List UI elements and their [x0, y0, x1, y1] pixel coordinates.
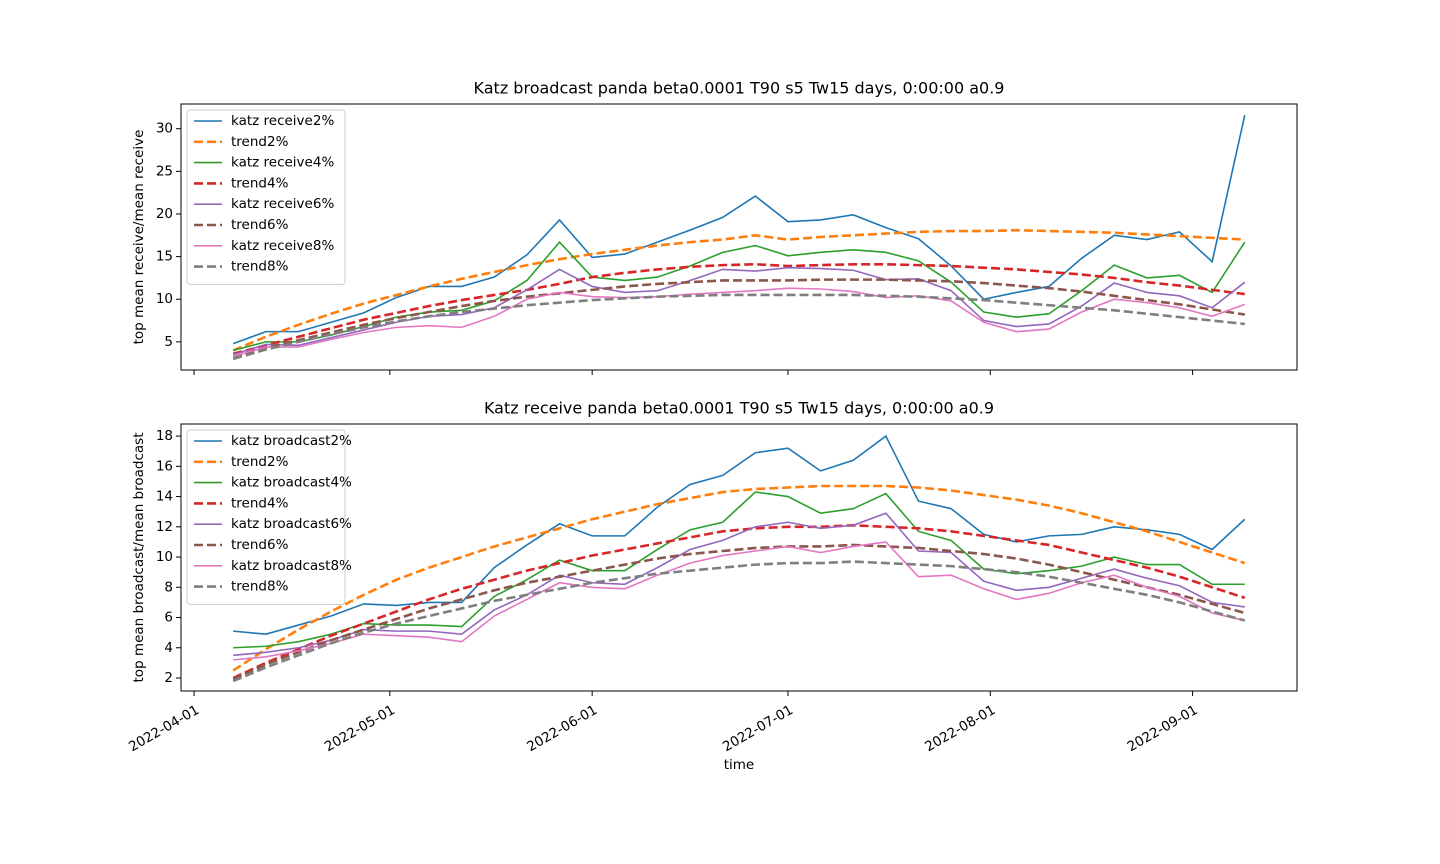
legend-box	[186, 429, 346, 605]
legend-box	[186, 109, 346, 285]
y-tick-label: 15	[156, 249, 173, 265]
y-tick-label: 10	[156, 291, 173, 307]
x-tick-label: 2022-06-01	[524, 702, 600, 755]
legend-label: katz broadcast4%	[231, 475, 352, 491]
y-tick-label: 2	[164, 670, 173, 686]
legend-label: trend2%	[231, 454, 289, 470]
series-line	[232, 484, 1246, 672]
chart-title: Katz receive panda beta0.0001 T90 s5 Tw1…	[484, 399, 994, 418]
y-tick-label: 20	[156, 206, 173, 222]
series-line	[233, 512, 1245, 657]
series-line	[232, 278, 1245, 359]
y-tick-label: 4	[164, 640, 173, 656]
x-tick-label: 2022-04-01	[126, 702, 202, 755]
axes-frame	[180, 103, 1298, 371]
legend-label: katz receive2%	[231, 113, 334, 129]
legend-label: trend4%	[231, 175, 289, 191]
legend-label: katz broadcast8%	[231, 558, 352, 574]
y-axis-label: top mean broadcast/mean broadcast	[131, 432, 147, 682]
legend-label: trend2%	[231, 134, 289, 150]
x-tick-label: 2022-05-01	[322, 702, 398, 755]
legend-label: katz broadcast6%	[231, 516, 352, 532]
legend-label: katz receive6%	[231, 196, 334, 212]
series-line	[232, 114, 1246, 345]
series-line	[233, 541, 1245, 661]
y-axis-label: top mean receive/mean receive	[131, 130, 147, 345]
legend: katz broadcast2% trend2% katz broadcast4% t…	[186, 429, 352, 605]
series-line	[232, 543, 1246, 681]
y-tick-label: 5	[164, 334, 173, 350]
series-line	[233, 491, 1245, 649]
series-line	[232, 287, 1246, 358]
y-tick-label: 30	[156, 121, 173, 137]
y-tick-label: 10	[156, 549, 173, 565]
series-line	[232, 293, 1245, 361]
series-line	[232, 523, 1246, 680]
y-tick-label: 12	[156, 519, 173, 535]
legend-label: katz receive8%	[231, 238, 334, 254]
y-tick-label: 16	[156, 458, 173, 474]
legend-label: trend6%	[231, 537, 289, 553]
y-tick-label: 8	[164, 579, 173, 595]
axes-frame	[180, 423, 1298, 692]
legend-label: trend6%	[231, 217, 289, 233]
y-tick-label: 18	[156, 428, 173, 444]
series-line	[232, 228, 1245, 352]
x-tick-label: 2022-09-01	[1125, 702, 1201, 755]
legend-label: katz receive4%	[231, 155, 334, 171]
legend-label: katz broadcast2%	[231, 433, 352, 449]
legend-label: trend8%	[231, 579, 289, 595]
x-tick-label: 2022-08-01	[922, 702, 998, 755]
y-tick-label: 6	[164, 610, 173, 626]
y-tick-label: 25	[156, 163, 173, 179]
series-line	[232, 262, 1245, 356]
x-tick-label: 2022-07-01	[720, 702, 796, 755]
chart-title: Katz broadcast panda beta0.0001 T90 s5 T…	[474, 79, 1005, 98]
y-tick-label: 14	[156, 489, 173, 505]
series-line	[232, 560, 1246, 683]
legend-label: trend8%	[231, 259, 289, 275]
series-line	[233, 434, 1246, 635]
x-axis-label: time	[724, 757, 755, 773]
legend-label: trend4%	[231, 495, 289, 511]
legend: katz receive2% trend2% katz receive4% trend…	[186, 109, 346, 285]
